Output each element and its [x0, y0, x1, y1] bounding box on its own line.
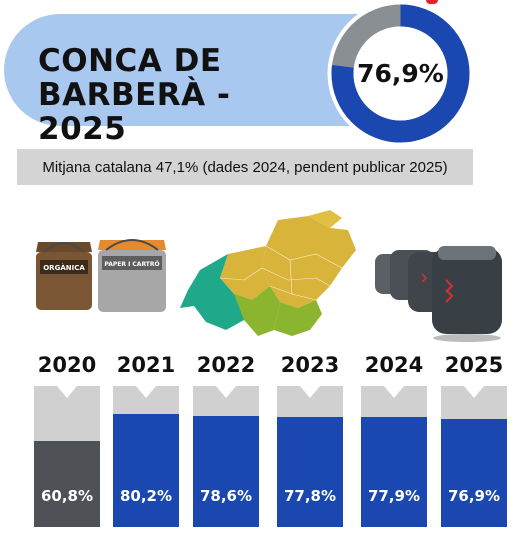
organic-bin-label: ORGÀNICA: [43, 263, 85, 272]
bar-2023: 77,8%: [277, 386, 343, 527]
decorative-accent: [426, 0, 438, 4]
bar-notch-2024: [384, 386, 404, 398]
bar-value-2024: 77,9%: [367, 487, 421, 505]
bar-notch-2021: [136, 386, 156, 398]
year-label-2022: 2022: [196, 353, 256, 377]
region-map-icon: [180, 210, 356, 336]
year-labels: 2020 2021 2022 2023 2024 2025: [0, 353, 532, 383]
bar-2022: 78,6%: [193, 386, 259, 527]
bar-2024: 77,9%: [361, 386, 427, 527]
bar-fill-2025: [441, 418, 507, 527]
average-note-text: Mitjana catalana 47,1% (dades 2024, pend…: [42, 158, 448, 176]
illustration: ORGÀNICA PAPER I CARTRÓ: [30, 190, 520, 360]
bar-2020: 60,8%: [34, 386, 100, 527]
organic-bin-icon: ORGÀNICA: [36, 242, 92, 310]
bar-notch-2023: [300, 386, 320, 398]
year-label-2021: 2021: [116, 353, 176, 377]
bar-2021: 80,2%: [113, 386, 179, 527]
bar-value-2023: 77,8%: [283, 487, 337, 505]
page-title: CONCA DE BARBERÀ - 2025: [38, 43, 231, 147]
bar-2025: 76,9%: [441, 386, 507, 527]
bar-fill-2023: [277, 417, 343, 527]
bar-fill-2020: [34, 441, 100, 527]
year-label-2023: 2023: [280, 353, 340, 377]
paper-bin-icon: PAPER I CARTRÓ: [98, 239, 166, 312]
year-label-2024: 2024: [364, 353, 424, 377]
year-label-2020: 2020: [37, 353, 97, 377]
bar-notch-2025: [464, 386, 484, 398]
bar-fill-2022: [193, 416, 259, 527]
bar-value-2020: 60,8%: [40, 487, 94, 505]
paper-bin-label: PAPER I CARTRÓ: [104, 261, 159, 268]
donut-progress-arc: [331, 4, 470, 143]
donut-chart: 76,9%: [327, 0, 474, 147]
bar-value-2025: 76,9%: [447, 487, 501, 505]
street-containers-icon: [375, 246, 502, 342]
bar-value-2021: 80,2%: [119, 487, 173, 505]
bar-fill-2024: [361, 417, 427, 527]
bar-fill-2021: [113, 413, 179, 527]
donut-percentage: 76,9%: [357, 59, 444, 88]
year-label-2025: 2025: [444, 353, 504, 377]
bar-value-2022: 78,6%: [199, 487, 253, 505]
bar-notch-2020: [57, 386, 77, 398]
average-note: Mitjana catalana 47,1% (dades 2024, pend…: [17, 149, 473, 185]
bar-notch-2022: [216, 386, 236, 398]
